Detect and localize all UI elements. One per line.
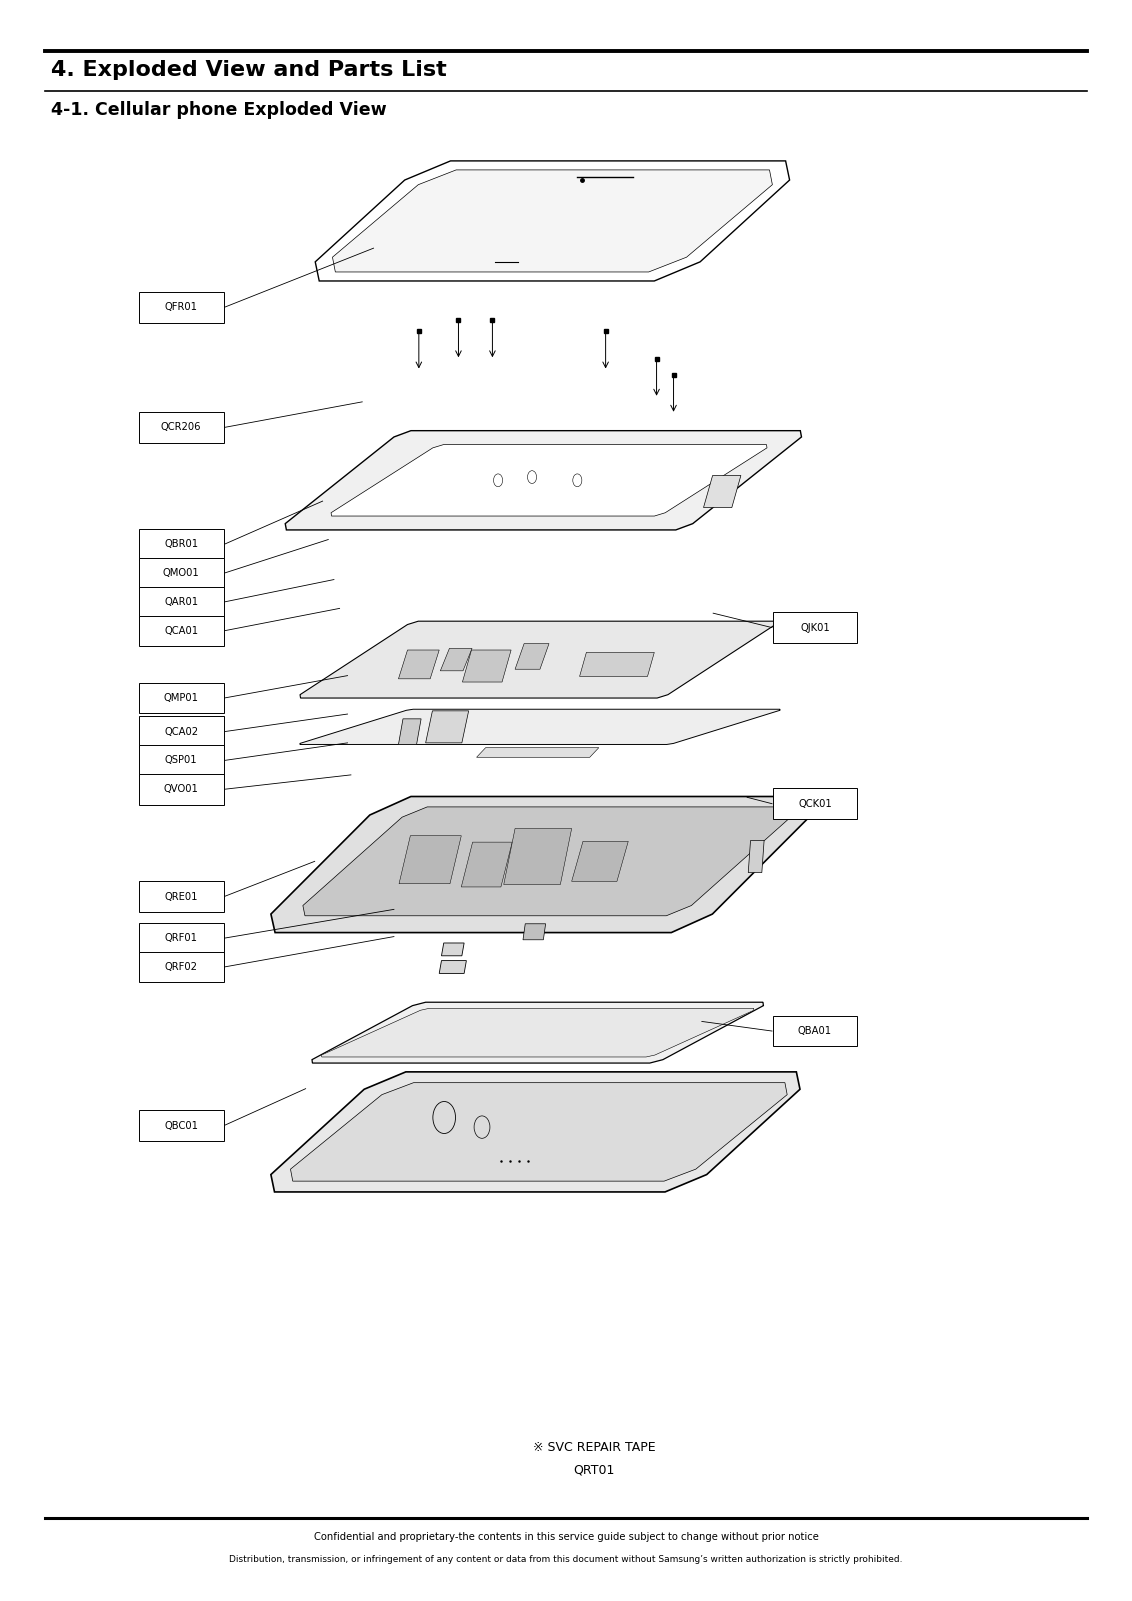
FancyBboxPatch shape: [138, 586, 224, 616]
Polygon shape: [580, 653, 654, 676]
Text: QRF01: QRF01: [164, 933, 198, 943]
Text: QCA01: QCA01: [164, 626, 198, 636]
FancyBboxPatch shape: [138, 951, 224, 981]
Polygon shape: [426, 711, 469, 743]
FancyBboxPatch shape: [138, 775, 224, 804]
Text: QBA01: QBA01: [798, 1026, 832, 1036]
Text: QJK01: QJK01: [800, 623, 830, 632]
FancyBboxPatch shape: [138, 615, 224, 645]
Text: 4. Exploded View and Parts List: 4. Exploded View and Parts List: [51, 61, 447, 80]
Text: QAR01: QAR01: [164, 597, 198, 607]
Polygon shape: [333, 170, 772, 272]
Text: QBR01: QBR01: [164, 540, 198, 549]
Polygon shape: [462, 650, 512, 682]
Text: QBC01: QBC01: [164, 1121, 198, 1130]
FancyBboxPatch shape: [138, 682, 224, 714]
Polygon shape: [704, 475, 740, 508]
FancyBboxPatch shape: [772, 612, 858, 642]
Text: Confidential and proprietary-the contents in this service guide subject to chang: Confidential and proprietary-the content…: [314, 1532, 818, 1542]
Polygon shape: [300, 709, 780, 744]
Polygon shape: [291, 1082, 787, 1182]
FancyBboxPatch shape: [138, 557, 224, 588]
Text: QRE01: QRE01: [164, 892, 198, 901]
Polygon shape: [477, 748, 599, 757]
Text: QMO01: QMO01: [163, 568, 199, 578]
FancyBboxPatch shape: [138, 744, 224, 775]
Polygon shape: [398, 719, 421, 744]
Text: QRT01: QRT01: [574, 1463, 615, 1476]
Text: QFR01: QFR01: [164, 303, 198, 312]
Polygon shape: [748, 841, 764, 873]
Polygon shape: [321, 1009, 754, 1057]
Text: 4-1. Cellular phone Exploded View: 4-1. Cellular phone Exploded View: [51, 101, 386, 120]
Polygon shape: [440, 648, 472, 671]
Polygon shape: [315, 162, 790, 280]
FancyBboxPatch shape: [772, 1017, 858, 1047]
Text: QMP01: QMP01: [164, 693, 198, 703]
Text: Distribution, transmission, or infringement of any content or data from this doc: Distribution, transmission, or infringem…: [230, 1555, 902, 1564]
Polygon shape: [504, 828, 572, 884]
FancyBboxPatch shape: [772, 789, 858, 820]
FancyBboxPatch shape: [138, 716, 224, 746]
FancyBboxPatch shape: [138, 922, 224, 954]
Polygon shape: [285, 431, 801, 530]
FancyBboxPatch shape: [138, 528, 224, 559]
Polygon shape: [331, 445, 767, 516]
Polygon shape: [398, 836, 462, 884]
Polygon shape: [462, 842, 512, 887]
Text: QVO01: QVO01: [164, 784, 198, 794]
Text: QCR206: QCR206: [161, 423, 201, 432]
Polygon shape: [523, 924, 546, 940]
Polygon shape: [572, 841, 628, 881]
FancyBboxPatch shape: [138, 291, 224, 322]
Text: ※ SVC REPAIR TAPE: ※ SVC REPAIR TAPE: [533, 1441, 655, 1454]
Polygon shape: [398, 650, 439, 679]
FancyBboxPatch shape: [138, 411, 224, 442]
FancyBboxPatch shape: [138, 1111, 224, 1140]
Polygon shape: [312, 1002, 763, 1063]
Polygon shape: [271, 1073, 800, 1191]
Polygon shape: [300, 621, 775, 698]
Polygon shape: [271, 796, 812, 932]
Text: QCA02: QCA02: [164, 727, 198, 736]
Text: QRF02: QRF02: [164, 962, 198, 972]
Text: QSP01: QSP01: [165, 756, 197, 765]
Polygon shape: [441, 943, 464, 956]
Polygon shape: [439, 961, 466, 973]
Polygon shape: [303, 807, 790, 916]
FancyBboxPatch shape: [138, 881, 224, 911]
Polygon shape: [515, 644, 549, 669]
Text: QCK01: QCK01: [798, 799, 832, 809]
